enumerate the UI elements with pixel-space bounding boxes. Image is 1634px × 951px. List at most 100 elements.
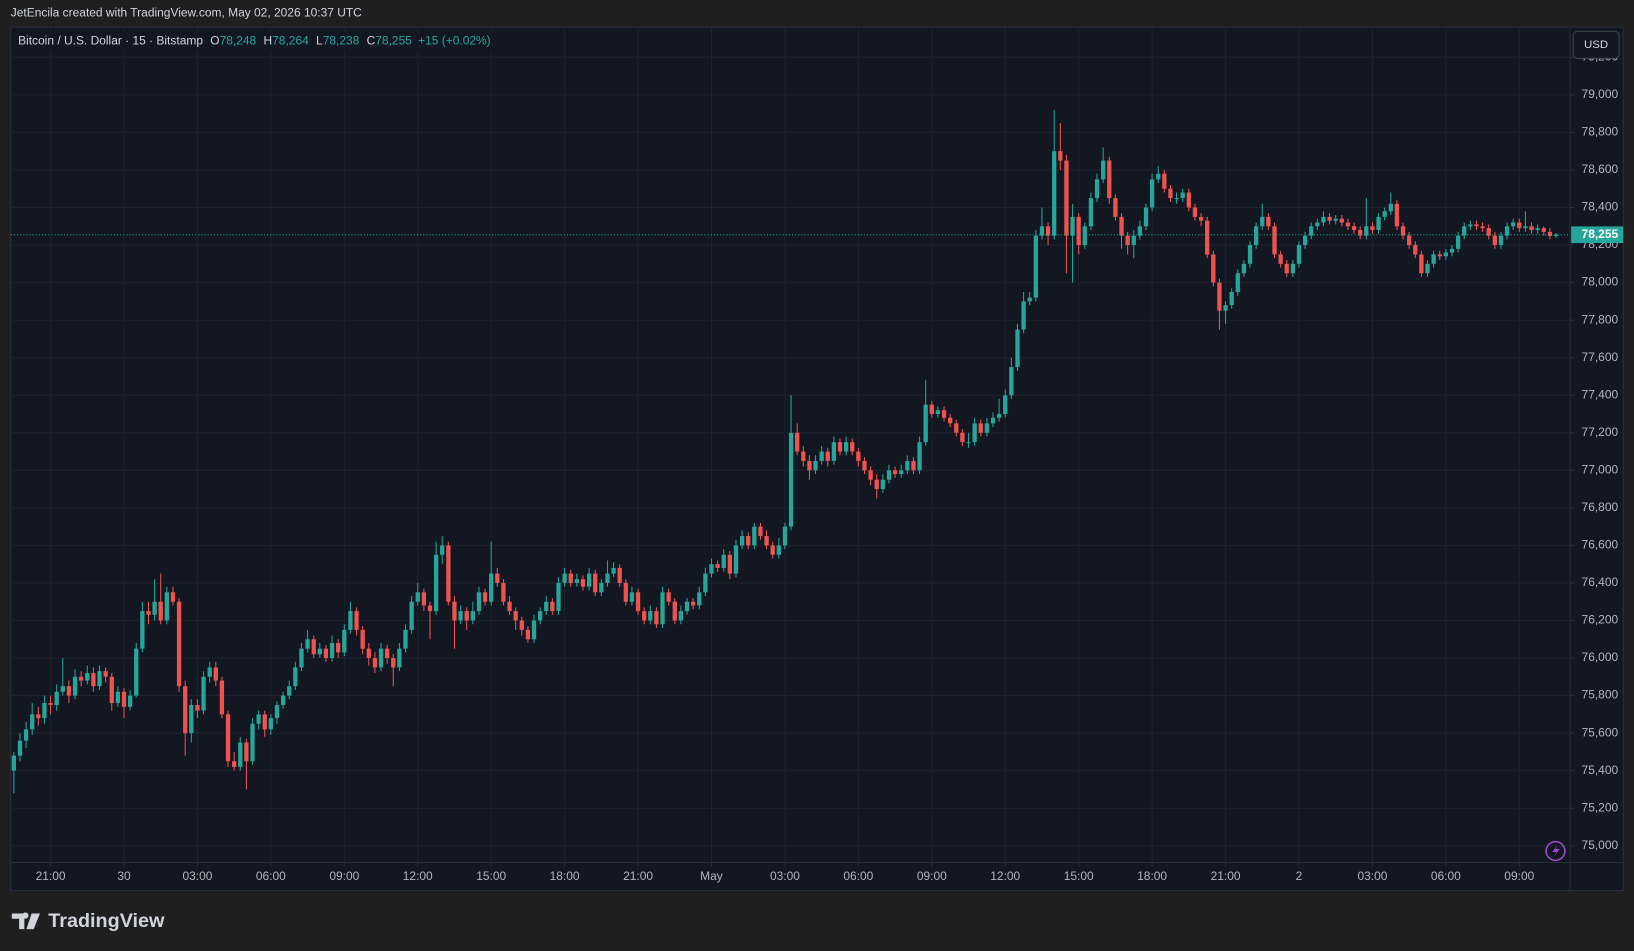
candle-body: [715, 564, 720, 568]
candle-body: [966, 442, 971, 444]
currency-button-box[interactable]: [1572, 30, 1620, 59]
y-tick-label: 77,400: [1582, 387, 1619, 401]
candle-body: [905, 460, 910, 471]
candle: [935, 406, 941, 418]
bolt[interactable]: [1552, 844, 1560, 858]
candle-body: [1498, 235, 1504, 246]
candle-body: [1333, 218, 1338, 221]
candle: [525, 626, 531, 644]
candle-body: [232, 761, 237, 767]
candle-body: [42, 703, 47, 719]
candle-body: [1504, 226, 1510, 236]
candle-body: [464, 611, 469, 621]
candle-body: [752, 526, 757, 546]
candle-body: [97, 671, 102, 687]
candle: [42, 695, 47, 724]
candle-body: [1468, 224, 1473, 227]
candle: [905, 455, 910, 475]
candle-body: [868, 470, 873, 480]
candle-body: [1027, 297, 1032, 302]
candle: [709, 558, 714, 578]
candle-body: [189, 704, 194, 734]
bolt-circle[interactable]: [1545, 840, 1566, 862]
x-tick-label: 09:00: [1504, 869, 1534, 883]
candle: [238, 736, 243, 771]
candle: [556, 577, 561, 615]
candle: [280, 691, 286, 709]
x-tick-label: 03:00: [182, 869, 212, 883]
candle-body: [225, 714, 231, 762]
x-tick-label: 06:00: [1431, 869, 1461, 883]
candle: [1052, 109, 1057, 240]
candle: [1535, 224, 1540, 234]
candle: [1523, 211, 1528, 232]
candle: [1088, 192, 1094, 231]
candle-body: [329, 643, 335, 659]
candle: [666, 588, 671, 606]
candle: [1021, 291, 1026, 334]
candle-body: [23, 729, 29, 741]
candle-body: [1033, 235, 1038, 298]
candle: [360, 626, 365, 655]
candle: [513, 607, 518, 630]
candle: [97, 665, 102, 690]
candle-body: [929, 404, 934, 414]
candle: [354, 607, 359, 636]
candle-body: [250, 723, 255, 762]
candle: [1351, 222, 1357, 234]
candle-body: [127, 695, 133, 707]
candle-body: [727, 554, 732, 574]
candle-body: [213, 667, 218, 681]
candle: [1076, 213, 1081, 255]
currency-button[interactable]: USD: [1572, 30, 1620, 59]
candle-body: [1327, 216, 1332, 221]
x-tick-label: 15:00: [1064, 869, 1094, 883]
candle-body: [1174, 198, 1179, 200]
candle-body: [176, 601, 182, 687]
candle: [966, 432, 971, 448]
candle: [788, 395, 794, 531]
candle-body: [452, 601, 457, 621]
candle: [201, 671, 206, 715]
candle-body: [1382, 211, 1387, 217]
candle: [1364, 198, 1369, 240]
candle-body: [219, 680, 225, 715]
candle-body: [421, 592, 427, 606]
candle: [703, 567, 708, 597]
candle-body: [1198, 216, 1204, 221]
candle-body: [72, 676, 78, 696]
candle: [886, 464, 892, 484]
bolt-icon[interactable]: [1545, 840, 1566, 862]
x-tick-label: 21:00: [623, 869, 653, 883]
candle: [495, 567, 500, 587]
candle: [611, 562, 616, 578]
candle: [1217, 278, 1222, 330]
candle: [452, 596, 457, 649]
candle: [733, 539, 739, 578]
candle: [1529, 222, 1534, 234]
candle-body: [1443, 252, 1449, 257]
y-tick-label: 78,600: [1582, 162, 1619, 176]
candle: [739, 530, 745, 550]
currency-label[interactable]: USD: [1584, 39, 1608, 51]
candle: [1260, 203, 1265, 231]
candle-body: [1058, 151, 1063, 161]
candle-body: [544, 601, 549, 612]
candle-body: [562, 573, 567, 583]
candle: [923, 380, 928, 446]
candle-body: [605, 573, 610, 583]
candle: [990, 412, 996, 428]
candle-body: [1131, 235, 1136, 246]
candle: [660, 586, 665, 628]
candle-body: [391, 658, 396, 668]
y-tick-label: 75,000: [1582, 838, 1619, 852]
legend-key: C: [367, 34, 376, 48]
candle-body: [268, 718, 274, 730]
candle-body: [1345, 222, 1351, 227]
candle: [85, 665, 90, 685]
candle-body: [513, 611, 518, 621]
candle-body: [666, 592, 671, 602]
candle: [507, 596, 512, 615]
candle: [446, 541, 451, 606]
candle-body: [1076, 216, 1081, 246]
